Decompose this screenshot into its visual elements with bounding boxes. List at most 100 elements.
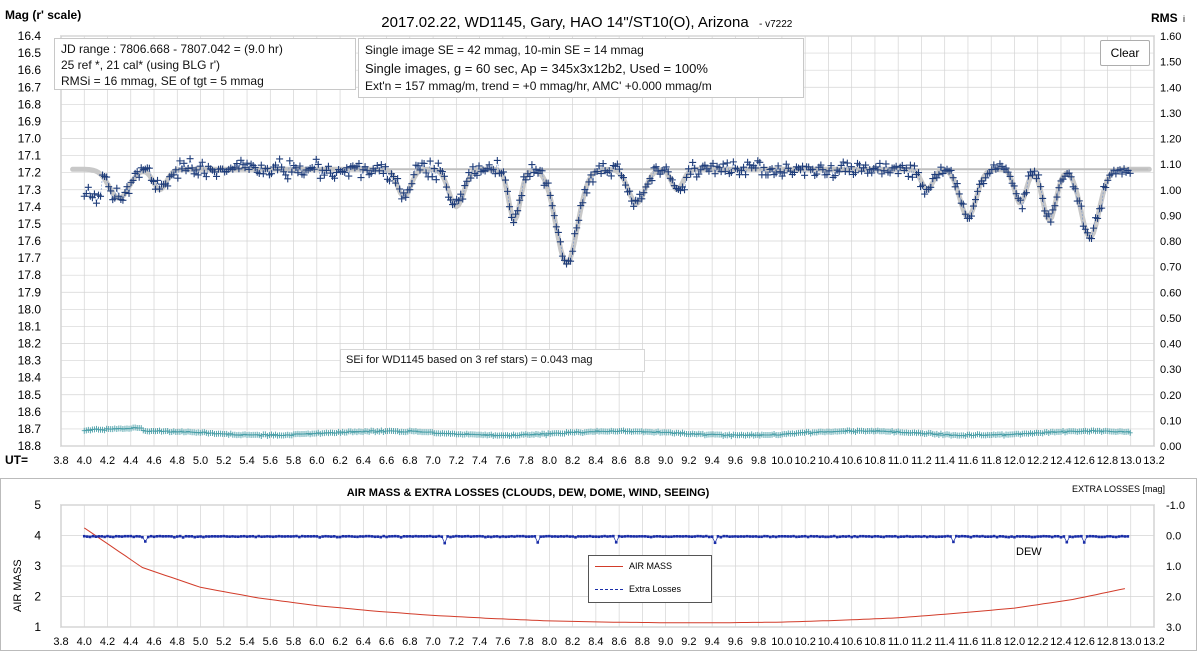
loss-point [978, 535, 981, 538]
loss-point [129, 534, 133, 538]
loss-point [658, 535, 662, 538]
x-tick-label: 9.0 [658, 636, 673, 648]
loss-point [989, 535, 993, 538]
loss-point [975, 534, 978, 538]
loss-point [888, 535, 891, 538]
y-tick-label: 2 [34, 590, 41, 604]
loss-point [149, 534, 153, 538]
data-point [451, 200, 459, 208]
magnitude-points [80, 155, 1134, 268]
loss-point [731, 535, 734, 538]
clear-button[interactable]: Clear [1100, 40, 1150, 66]
data-point [514, 207, 522, 215]
loss-point [260, 535, 263, 539]
data-point [691, 164, 699, 172]
data-point [579, 199, 587, 207]
data-point [1090, 224, 1098, 232]
loss-point [123, 534, 127, 538]
x-tick-label: 7.2 [449, 455, 464, 467]
loss-point [1114, 535, 1118, 539]
x-tick-label: 11.8 [981, 636, 1002, 648]
data-point [843, 159, 851, 167]
data-point [282, 171, 290, 179]
x-tick-label: 9.4 [705, 636, 720, 648]
loss-point [1048, 535, 1051, 538]
data-point [689, 158, 697, 166]
y2-tick-label: 1.20 [1160, 134, 1181, 146]
x-tick-label: 6.2 [332, 455, 347, 467]
data-point [314, 160, 322, 168]
loss-point [678, 535, 682, 538]
data-point [176, 157, 184, 165]
loss-point [737, 535, 740, 538]
data-point [825, 167, 833, 175]
loss-point [286, 535, 290, 538]
x-tick-label: 8.2 [565, 455, 580, 467]
x-tick-label: 7.8 [518, 455, 533, 467]
y2-tick-label: 0.80 [1160, 236, 1181, 248]
loss-point [902, 535, 906, 538]
data-point [82, 190, 90, 198]
data-point [949, 174, 957, 182]
data-point [1071, 185, 1079, 193]
data-point [1120, 165, 1128, 173]
data-point [1126, 169, 1134, 177]
loss-point [545, 534, 548, 538]
info-jd-range: JD range : 7806.668 - 7807.042 = (9.0 hr… [61, 42, 283, 56]
y-tick-label: 18.7 [18, 422, 42, 436]
data-point [373, 161, 381, 169]
y2-tick-label: 0.50 [1160, 313, 1181, 325]
data-point [967, 212, 975, 220]
y-tick-label: 17.2 [18, 166, 42, 180]
loss-point [1082, 541, 1086, 544]
x-tick-label: 12.8 [1097, 636, 1118, 648]
loss-point [539, 535, 542, 538]
loss-point [428, 534, 432, 538]
loss-point [501, 535, 505, 538]
loss-point [864, 535, 868, 538]
data-point [876, 159, 884, 167]
loss-point [707, 535, 711, 539]
loss-point [1016, 535, 1019, 538]
data-point [546, 191, 554, 199]
data-point [390, 173, 398, 181]
loss-point [699, 534, 702, 538]
loss-point [588, 534, 592, 538]
x-tick-label: 7.4 [472, 636, 487, 648]
loss-point [135, 534, 138, 538]
x-tick-label: 11.0 [888, 455, 909, 467]
data-point [1045, 210, 1053, 218]
loss-point [742, 535, 746, 538]
loss-point [524, 535, 528, 538]
y-tick-label: 16.9 [18, 114, 42, 128]
loss-point [457, 535, 461, 538]
data-point [575, 216, 583, 224]
data-point [1118, 170, 1126, 178]
loss-point [768, 535, 772, 539]
loss-point [957, 535, 961, 538]
y-tick-label: 18.3 [18, 354, 42, 368]
data-point [715, 164, 723, 172]
loss-point [411, 535, 415, 538]
x-tick-label: 10.2 [794, 455, 815, 467]
x-tick-label: 10.4 [818, 455, 839, 467]
loss-point [751, 535, 755, 538]
x-tick-label: 5.4 [239, 636, 254, 648]
data-point [107, 187, 115, 195]
loss-point [766, 534, 769, 538]
data-point [947, 166, 955, 174]
data-point [292, 164, 300, 172]
x-tick-label: 8.8 [635, 455, 650, 467]
loss-point [518, 534, 522, 538]
x-tick-label: 4.0 [77, 636, 92, 648]
data-point [164, 182, 172, 190]
x-tick-label: 10.4 [818, 636, 839, 648]
data-point [310, 165, 318, 173]
legend-item-airmass: AIR MASS [595, 561, 672, 571]
loss-point [315, 535, 319, 538]
data-point [400, 189, 408, 197]
data-point [636, 190, 644, 198]
data-point [1098, 204, 1106, 212]
data-point [776, 168, 784, 176]
loss-point [103, 535, 106, 539]
